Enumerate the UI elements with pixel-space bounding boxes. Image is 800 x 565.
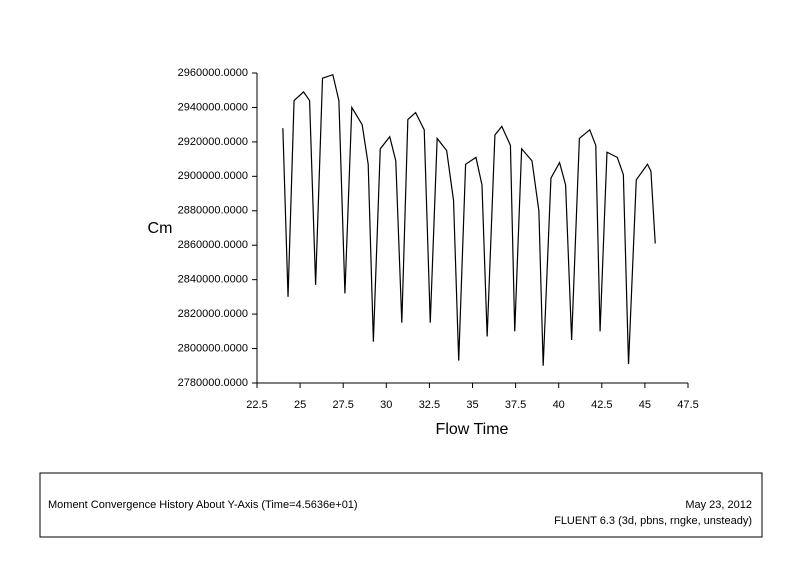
series-line <box>282 73 656 366</box>
x-tick-label: 25 <box>294 399 306 411</box>
x-tick-label: 47.5 <box>677 399 698 411</box>
x-tick-label: 45 <box>639 399 651 411</box>
footer-date: May 23, 2012 <box>685 499 752 511</box>
footer-solver: FLUENT 6.3 (3d, pbns, rngke, unsteady) <box>554 515 752 527</box>
x-tick-label: 22.5 <box>246 399 267 411</box>
y-tick-label: 2800000.0000 <box>178 342 248 354</box>
y-tick-label: 2960000.0000 <box>178 67 248 79</box>
footer-title: Moment Convergence History About Y-Axis … <box>48 499 358 511</box>
y-tick-label: 2780000.0000 <box>178 377 248 389</box>
x-tick-label: 37.5 <box>505 399 526 411</box>
y-tick-label: 2860000.0000 <box>178 239 248 251</box>
y-axis-title: Cm <box>148 220 173 237</box>
x-tick-label: 35 <box>466 399 478 411</box>
x-tick-label: 30 <box>380 399 392 411</box>
y-tick-label: 2900000.0000 <box>178 170 248 182</box>
y-tick-label: 2880000.0000 <box>178 205 248 217</box>
x-tick-label: 27.5 <box>332 399 353 411</box>
x-tick-label: 40 <box>553 399 565 411</box>
y-tick-label: 2920000.0000 <box>178 136 248 148</box>
x-tick-label: 42.5 <box>591 399 612 411</box>
footer-box <box>39 472 763 538</box>
y-tick-label: 2820000.0000 <box>178 308 248 320</box>
x-tick-label: 32.5 <box>419 399 440 411</box>
y-tick-label: 2840000.0000 <box>178 274 248 286</box>
x-axis-title: Flow Time <box>436 421 509 438</box>
y-tick-label: 2940000.0000 <box>178 101 248 113</box>
